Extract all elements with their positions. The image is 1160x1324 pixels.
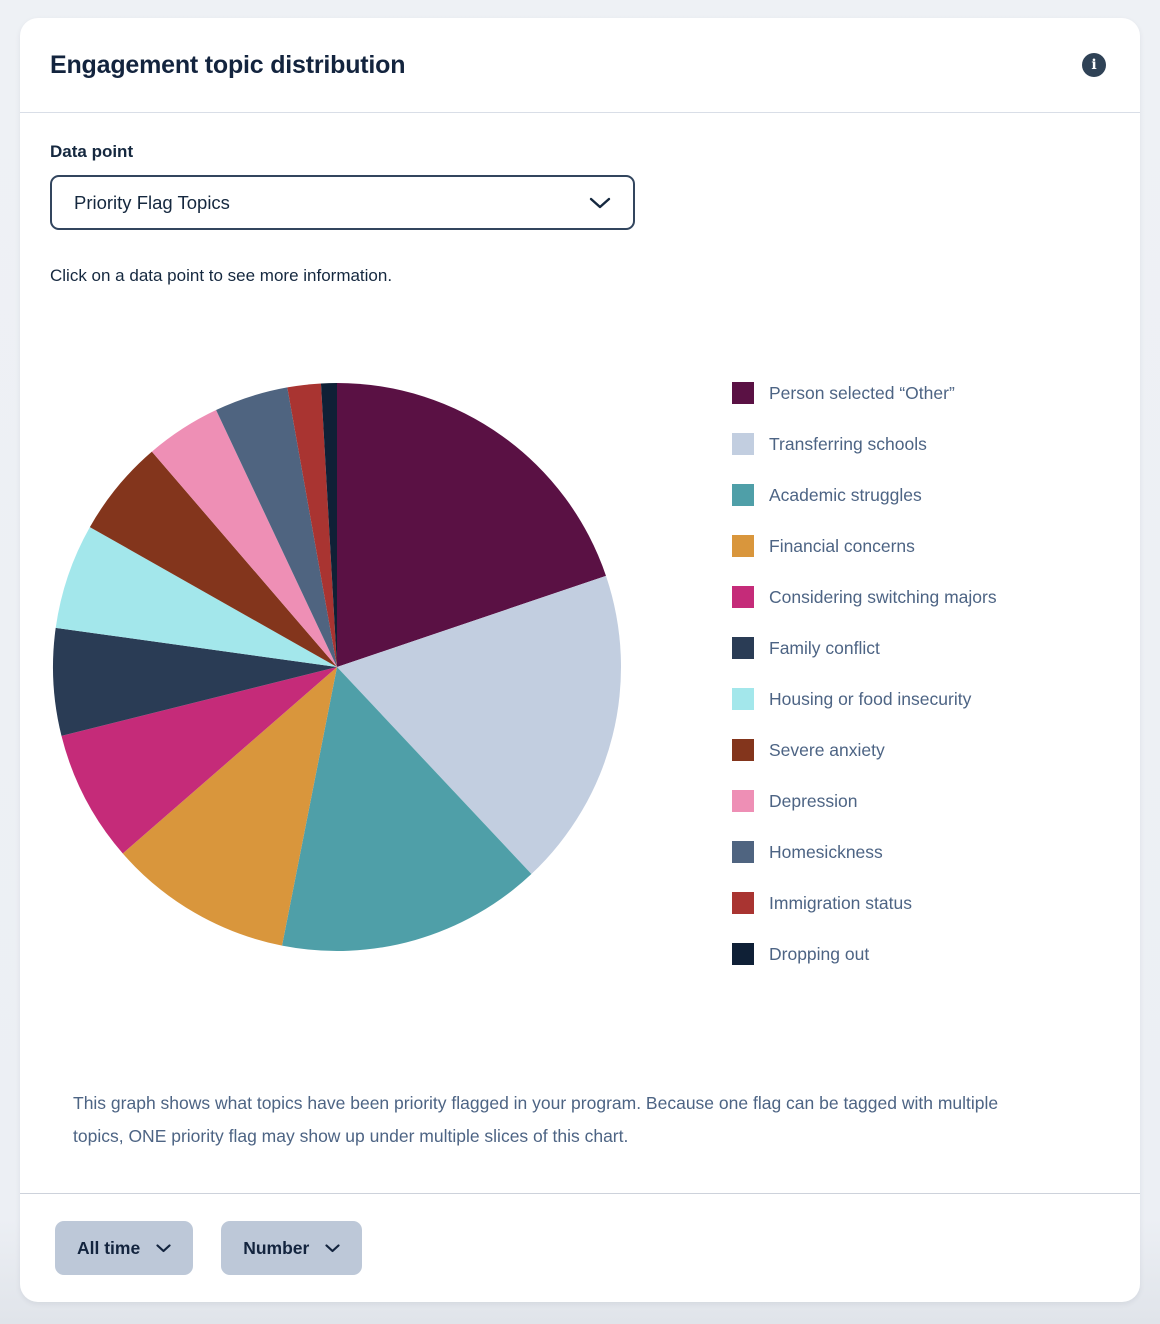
legend-label: Dropping out — [769, 943, 870, 964]
legend-label: Transferring schools — [769, 433, 927, 454]
pie-slice-immigration-status[interactable] — [287, 383, 337, 667]
time-filter-button[interactable]: All time — [55, 1221, 194, 1275]
pie-slice-homesickness[interactable] — [216, 387, 337, 667]
page-title: Engagement topic distribution — [50, 50, 406, 79]
pie-slice-considering-switching-majors[interactable] — [61, 667, 337, 854]
pie-slice-dropping-out[interactable] — [320, 383, 337, 667]
legend-swatch — [732, 943, 754, 965]
legend-swatch — [732, 841, 754, 863]
legend-label: Housing or food insecurity — [769, 688, 972, 709]
data-point-select[interactable]: Priority Flag Topics — [50, 175, 635, 230]
time-filter-label: All time — [77, 1237, 141, 1258]
legend-item-family-conflict: Family conflict — [732, 637, 997, 659]
card-body: Data point Priority Flag Topics Click on… — [20, 142, 1140, 1153]
legend-label: Homesickness — [769, 841, 883, 862]
legend-swatch — [732, 892, 754, 914]
legend-item-transferring-schools: Transferring schools — [732, 433, 997, 455]
info-icon[interactable]: i — [1082, 53, 1106, 77]
chart-description: This graph shows what topics have been p… — [73, 1093, 999, 1146]
pie-slice-financial-concerns[interactable] — [122, 667, 337, 946]
info-icon-glyph: i — [1091, 57, 1097, 73]
legend-item-considering-switching-majors: Considering switching majors — [732, 586, 997, 608]
legend-swatch — [732, 688, 754, 710]
pie-slice-family-conflict[interactable] — [52, 627, 337, 736]
pie-slice-housing-or-food-insecurity[interactable] — [55, 527, 338, 667]
legend-label: Considering switching majors — [769, 586, 997, 607]
legend-label: Financial concerns — [769, 535, 915, 556]
legend-item-homesickness: Homesickness — [732, 841, 997, 863]
chevron-down-icon — [589, 197, 611, 208]
metric-filter-label: Number — [243, 1237, 310, 1258]
legend-swatch — [732, 790, 754, 812]
legend-label: Academic struggles — [769, 484, 922, 505]
chart-legend: Person selected “Other” Transferring scho… — [732, 382, 997, 965]
chart-hint-text: Click on a data point to see more inform… — [50, 266, 393, 285]
chevron-down-icon — [325, 1243, 340, 1252]
legend-swatch — [732, 739, 754, 761]
legend-swatch — [732, 586, 754, 608]
legend-item-financial-concerns: Financial concerns — [732, 535, 997, 557]
pie-slice-transferring-schools[interactable] — [337, 575, 622, 875]
legend-label: Immigration status — [769, 892, 912, 913]
legend-label: Family conflict — [769, 637, 880, 658]
legend-swatch — [732, 382, 754, 404]
legend-swatch — [732, 433, 754, 455]
data-point-selected-value: Priority Flag Topics — [74, 191, 230, 213]
engagement-topic-card: Engagement topic distribution i Data poi… — [20, 18, 1140, 1302]
legend-item-immigration-status: Immigration status — [732, 892, 997, 914]
legend-item-depression: Depression — [732, 790, 997, 812]
chevron-down-icon — [156, 1243, 171, 1252]
legend-item-person-selected-other: Person selected “Other” — [732, 382, 997, 404]
card-header: Engagement topic distribution i — [20, 18, 1140, 113]
pie-chart-svg — [52, 383, 622, 952]
pie-slice-academic-struggles[interactable] — [282, 667, 532, 952]
legend-label: Person selected “Other” — [769, 382, 955, 403]
pie-slice-depression[interactable] — [151, 410, 337, 667]
pie-chart — [52, 382, 622, 952]
legend-swatch — [732, 484, 754, 506]
legend-label: Depression — [769, 790, 858, 811]
pie-slice-severe-anxiety[interactable] — [89, 451, 337, 667]
legend-label: Severe anxiety — [769, 739, 885, 760]
chart-area: Person selected “Other” Transferring scho… — [50, 382, 1110, 965]
card-footer: All time Number — [20, 1193, 1140, 1275]
legend-swatch — [732, 637, 754, 659]
data-point-label: Data point — [50, 142, 134, 161]
legend-swatch — [732, 535, 754, 557]
legend-item-dropping-out: Dropping out — [732, 943, 997, 965]
metric-filter-button[interactable]: Number — [221, 1221, 363, 1275]
legend-item-housing-or-food-insecurity: Housing or food insecurity — [732, 688, 997, 710]
legend-item-severe-anxiety: Severe anxiety — [732, 739, 997, 761]
pie-slice-person-selected-other[interactable] — [337, 383, 606, 667]
legend-item-academic-struggles: Academic struggles — [732, 484, 997, 506]
